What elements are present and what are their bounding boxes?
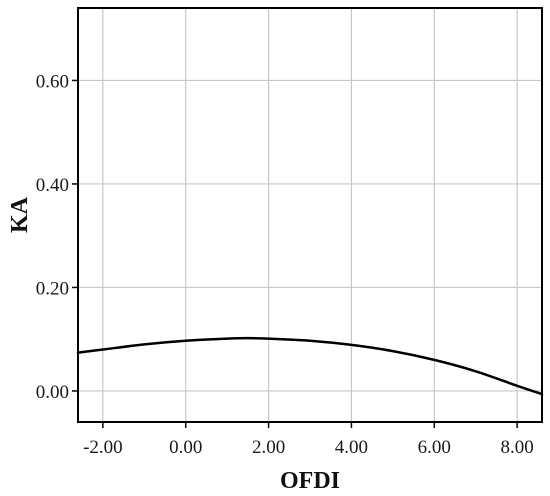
y-tick-label: 0.00	[36, 382, 69, 403]
series-layer	[76, 336, 544, 396]
y-axis-title: KA	[7, 196, 33, 233]
x-tick-label: 2.00	[252, 437, 285, 458]
y-tick-label: 0.60	[36, 71, 69, 92]
y-tick-label: 0.20	[36, 278, 69, 299]
ticks	[72, 79, 518, 428]
x-axis-title: OFDI	[280, 468, 340, 494]
x-tick-label: -2.00	[83, 437, 123, 458]
axis-labels: -2.00 0.00 2.00 4.00 6.00 8.00 0.00 0.20 0.40 0.6…	[36, 71, 534, 458]
x-tick-label: 6.00	[418, 437, 451, 458]
x-tick-label: 0.00	[169, 437, 202, 458]
x-tick-label: 4.00	[335, 437, 368, 458]
plot-frame	[77, 7, 543, 423]
y-tick-label: 0.40	[36, 175, 69, 196]
x-tick-label: 8.00	[501, 437, 534, 458]
grid	[78, 8, 542, 422]
series-line	[76, 336, 544, 396]
